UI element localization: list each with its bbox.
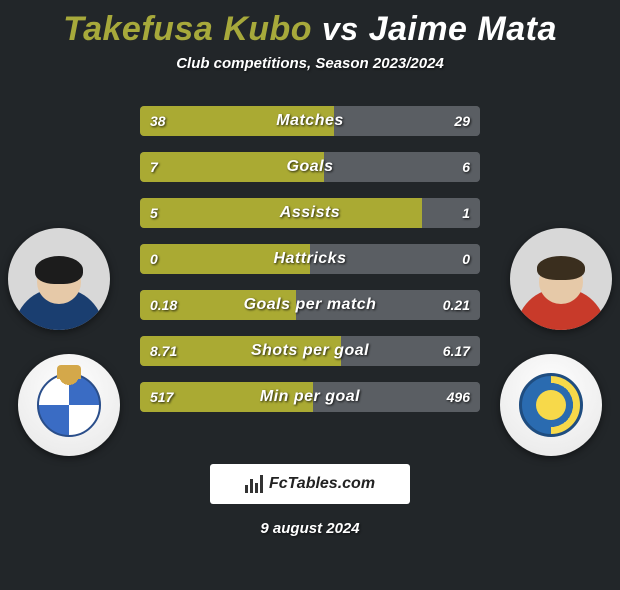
stat-row: 00Hattricks bbox=[140, 244, 480, 274]
stat-label: Goals per match bbox=[140, 290, 480, 320]
las-palmas-crest-icon bbox=[519, 373, 583, 437]
stat-row: 3829Matches bbox=[140, 106, 480, 136]
stat-label: Hattricks bbox=[140, 244, 480, 274]
comparison-content: 3829Matches 76Goals 51Assists 00Hattricks 0.… bbox=[0, 106, 620, 446]
player2-club-badge bbox=[500, 354, 602, 456]
player1-club-badge bbox=[18, 354, 120, 456]
brand-bars-icon bbox=[245, 475, 263, 493]
stat-label: Assists bbox=[140, 198, 480, 228]
stat-row: 51Assists bbox=[140, 198, 480, 228]
player2-avatar bbox=[510, 228, 612, 330]
stat-row: 76Goals bbox=[140, 152, 480, 182]
stat-label: Shots per goal bbox=[140, 336, 480, 366]
stat-row: 517496Min per goal bbox=[140, 382, 480, 412]
player1-name: Takefusa Kubo bbox=[63, 10, 312, 48]
vs-word: vs bbox=[322, 11, 359, 47]
stat-label: Matches bbox=[140, 106, 480, 136]
stat-row: 0.180.21Goals per match bbox=[140, 290, 480, 320]
brand-text: FcTables.com bbox=[269, 475, 375, 493]
stat-row: 8.716.17Shots per goal bbox=[140, 336, 480, 366]
comparison-title: Takefusa Kubo vs Jaime Mata bbox=[0, 10, 620, 49]
real-sociedad-crest-icon bbox=[37, 373, 101, 437]
player2-name: Jaime Mata bbox=[369, 10, 557, 48]
date-line: 9 august 2024 bbox=[0, 520, 620, 537]
player1-avatar bbox=[8, 228, 110, 330]
subtitle: Club competitions, Season 2023/2024 bbox=[0, 55, 620, 72]
stat-bars: 3829Matches 76Goals 51Assists 00Hattricks 0.… bbox=[140, 106, 480, 428]
brand-box: FcTables.com bbox=[210, 464, 410, 504]
stat-label: Goals bbox=[140, 152, 480, 182]
stat-label: Min per goal bbox=[140, 382, 480, 412]
